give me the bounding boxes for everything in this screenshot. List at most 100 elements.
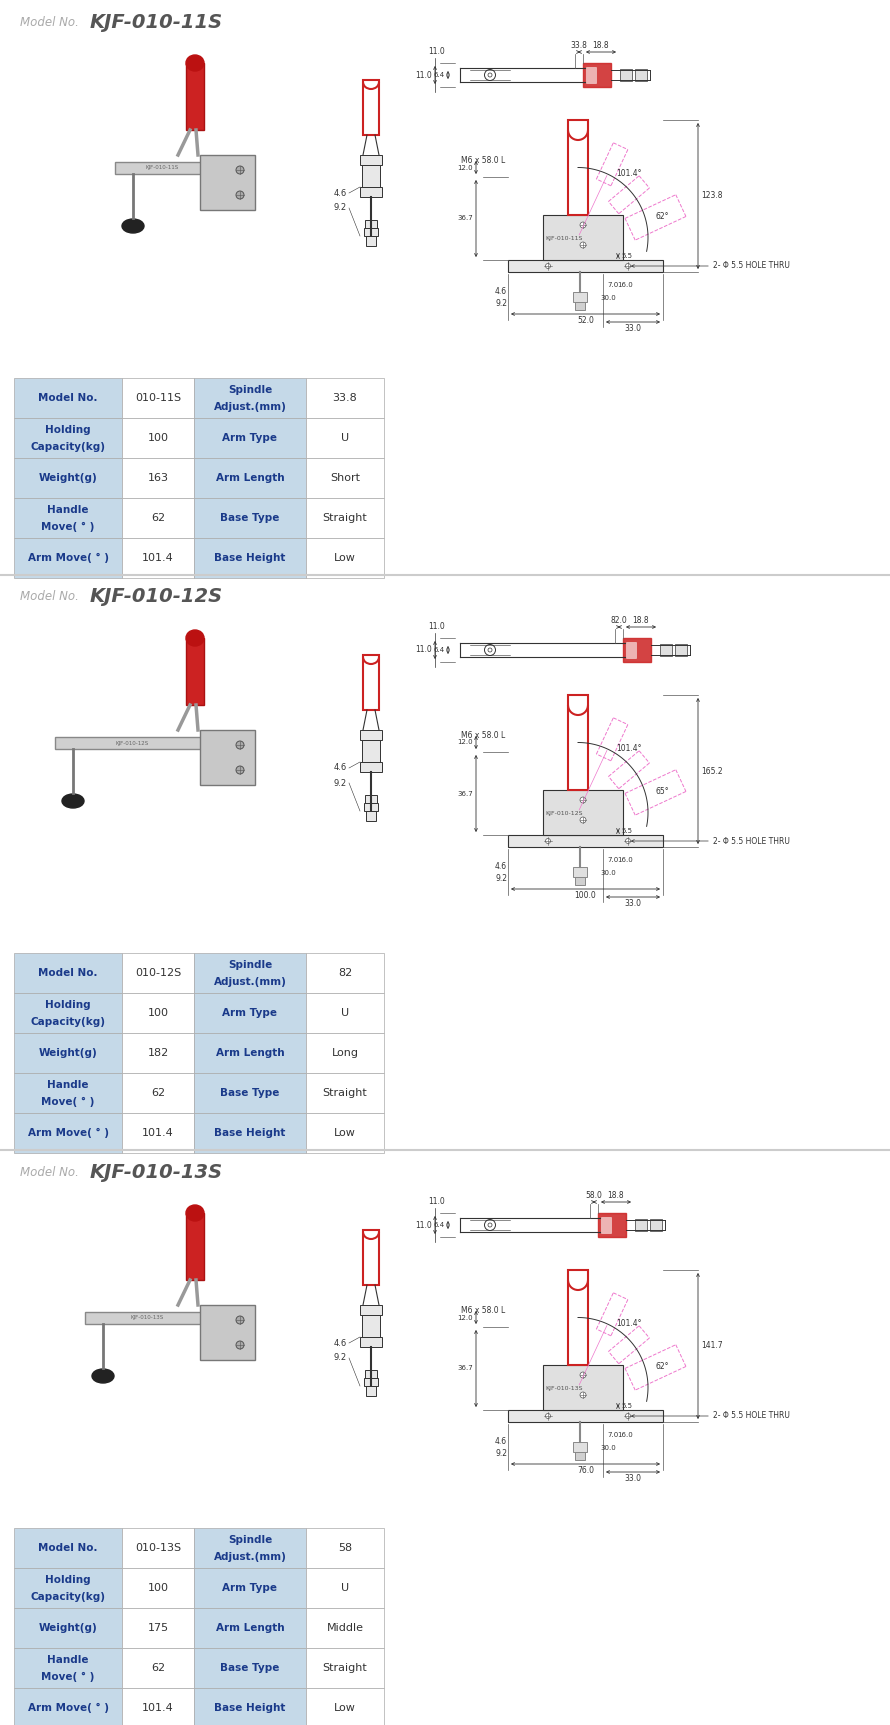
Bar xyxy=(14,1689,122,1725)
Text: 58.0: 58.0 xyxy=(586,1190,603,1201)
Text: 101.4°: 101.4° xyxy=(617,745,642,754)
Ellipse shape xyxy=(236,742,244,749)
Text: 5.5: 5.5 xyxy=(621,1402,632,1409)
Bar xyxy=(55,737,210,749)
Text: Arm Move( ° ): Arm Move( ° ) xyxy=(28,1128,109,1138)
Text: Base Type: Base Type xyxy=(221,1663,279,1673)
Ellipse shape xyxy=(488,72,492,78)
Text: 11.0: 11.0 xyxy=(429,1197,445,1206)
Text: 12.0: 12.0 xyxy=(457,740,473,745)
Text: Arm Move( ° ): Arm Move( ° ) xyxy=(28,554,109,562)
Text: 175: 175 xyxy=(148,1623,168,1634)
Text: 9.2: 9.2 xyxy=(334,1354,347,1363)
Text: Weight(g): Weight(g) xyxy=(38,1623,97,1634)
Bar xyxy=(365,795,377,804)
Text: 12.0: 12.0 xyxy=(457,1314,473,1321)
Bar xyxy=(200,1306,255,1359)
Bar xyxy=(122,1073,194,1113)
Text: 2- Φ 5.5 HOLE THRU: 2- Φ 5.5 HOLE THRU xyxy=(713,837,790,845)
Ellipse shape xyxy=(186,1206,204,1221)
Text: 6.4: 6.4 xyxy=(434,1221,445,1228)
Text: Low: Low xyxy=(334,554,356,562)
Text: 62: 62 xyxy=(151,512,165,523)
Text: 165.2: 165.2 xyxy=(701,766,723,776)
Bar xyxy=(122,538,194,578)
Bar xyxy=(14,378,122,417)
Ellipse shape xyxy=(488,649,492,652)
Text: 30.0: 30.0 xyxy=(600,295,616,300)
Text: Arm Type: Arm Type xyxy=(222,1007,278,1018)
Text: Weight(g): Weight(g) xyxy=(38,473,97,483)
Text: 18.8: 18.8 xyxy=(608,1190,624,1201)
Bar xyxy=(360,762,382,773)
Text: 33.8: 33.8 xyxy=(333,393,358,404)
Ellipse shape xyxy=(580,818,586,823)
Bar xyxy=(586,67,596,83)
Bar xyxy=(575,876,585,885)
Bar xyxy=(122,1033,194,1073)
Bar xyxy=(635,1220,647,1232)
Bar xyxy=(122,417,194,459)
Bar xyxy=(200,730,255,785)
Bar xyxy=(194,1608,306,1647)
Bar xyxy=(306,538,384,578)
Text: 5.5: 5.5 xyxy=(621,254,632,259)
Text: Capacity(kg): Capacity(kg) xyxy=(30,442,106,452)
Text: 9.2: 9.2 xyxy=(495,1449,507,1458)
Text: 5.5: 5.5 xyxy=(621,828,632,833)
Bar xyxy=(366,1385,376,1396)
Bar xyxy=(194,499,306,538)
Text: 100: 100 xyxy=(148,433,168,443)
Text: Base Height: Base Height xyxy=(214,554,286,562)
Ellipse shape xyxy=(186,630,204,645)
Bar xyxy=(14,1113,122,1152)
Ellipse shape xyxy=(546,264,551,269)
Bar xyxy=(362,1314,380,1337)
Bar xyxy=(122,1647,194,1689)
Bar xyxy=(363,79,379,135)
Bar xyxy=(14,1568,122,1608)
Text: 6.4: 6.4 xyxy=(434,72,445,78)
Bar xyxy=(650,1220,662,1232)
Bar xyxy=(635,69,647,81)
Bar xyxy=(306,1033,384,1073)
Ellipse shape xyxy=(236,191,244,198)
Text: Arm Type: Arm Type xyxy=(222,433,278,443)
Ellipse shape xyxy=(580,797,586,804)
Text: 33.0: 33.0 xyxy=(625,899,642,907)
Text: Straight: Straight xyxy=(323,1088,368,1099)
Ellipse shape xyxy=(92,1370,114,1383)
Bar xyxy=(14,538,122,578)
Ellipse shape xyxy=(236,166,244,174)
Text: 11.0: 11.0 xyxy=(416,1221,432,1230)
Text: Middle: Middle xyxy=(327,1623,363,1634)
Text: Spindle: Spindle xyxy=(228,385,272,395)
Text: 12.0: 12.0 xyxy=(457,164,473,171)
Text: 100: 100 xyxy=(148,1584,168,1592)
Text: M6 x 58.0 L: M6 x 58.0 L xyxy=(461,155,506,166)
Bar xyxy=(364,1378,378,1385)
Text: 010-13S: 010-13S xyxy=(135,1542,181,1552)
Bar xyxy=(306,459,384,499)
Bar xyxy=(14,1073,122,1113)
Text: 36.7: 36.7 xyxy=(457,1366,473,1371)
Text: 18.8: 18.8 xyxy=(633,616,650,624)
Text: 9.2: 9.2 xyxy=(334,204,347,212)
Bar xyxy=(306,499,384,538)
Text: Base Type: Base Type xyxy=(221,1088,279,1099)
Bar xyxy=(306,1528,384,1568)
Text: 2- Φ 5.5 HOLE THRU: 2- Φ 5.5 HOLE THRU xyxy=(713,1411,790,1420)
Text: Arm Length: Arm Length xyxy=(215,473,284,483)
Text: 11.0: 11.0 xyxy=(416,645,432,654)
Text: Move( ° ): Move( ° ) xyxy=(41,1097,94,1107)
Bar xyxy=(194,1647,306,1689)
Text: 33.0: 33.0 xyxy=(625,1473,642,1483)
Bar xyxy=(186,1213,204,1280)
Bar xyxy=(14,1033,122,1073)
Text: Base Height: Base Height xyxy=(214,1703,286,1713)
Text: 11.0: 11.0 xyxy=(429,47,445,55)
Text: 163: 163 xyxy=(148,473,168,483)
Text: 100.0: 100.0 xyxy=(575,892,596,900)
Ellipse shape xyxy=(626,1413,630,1418)
Ellipse shape xyxy=(122,219,144,233)
